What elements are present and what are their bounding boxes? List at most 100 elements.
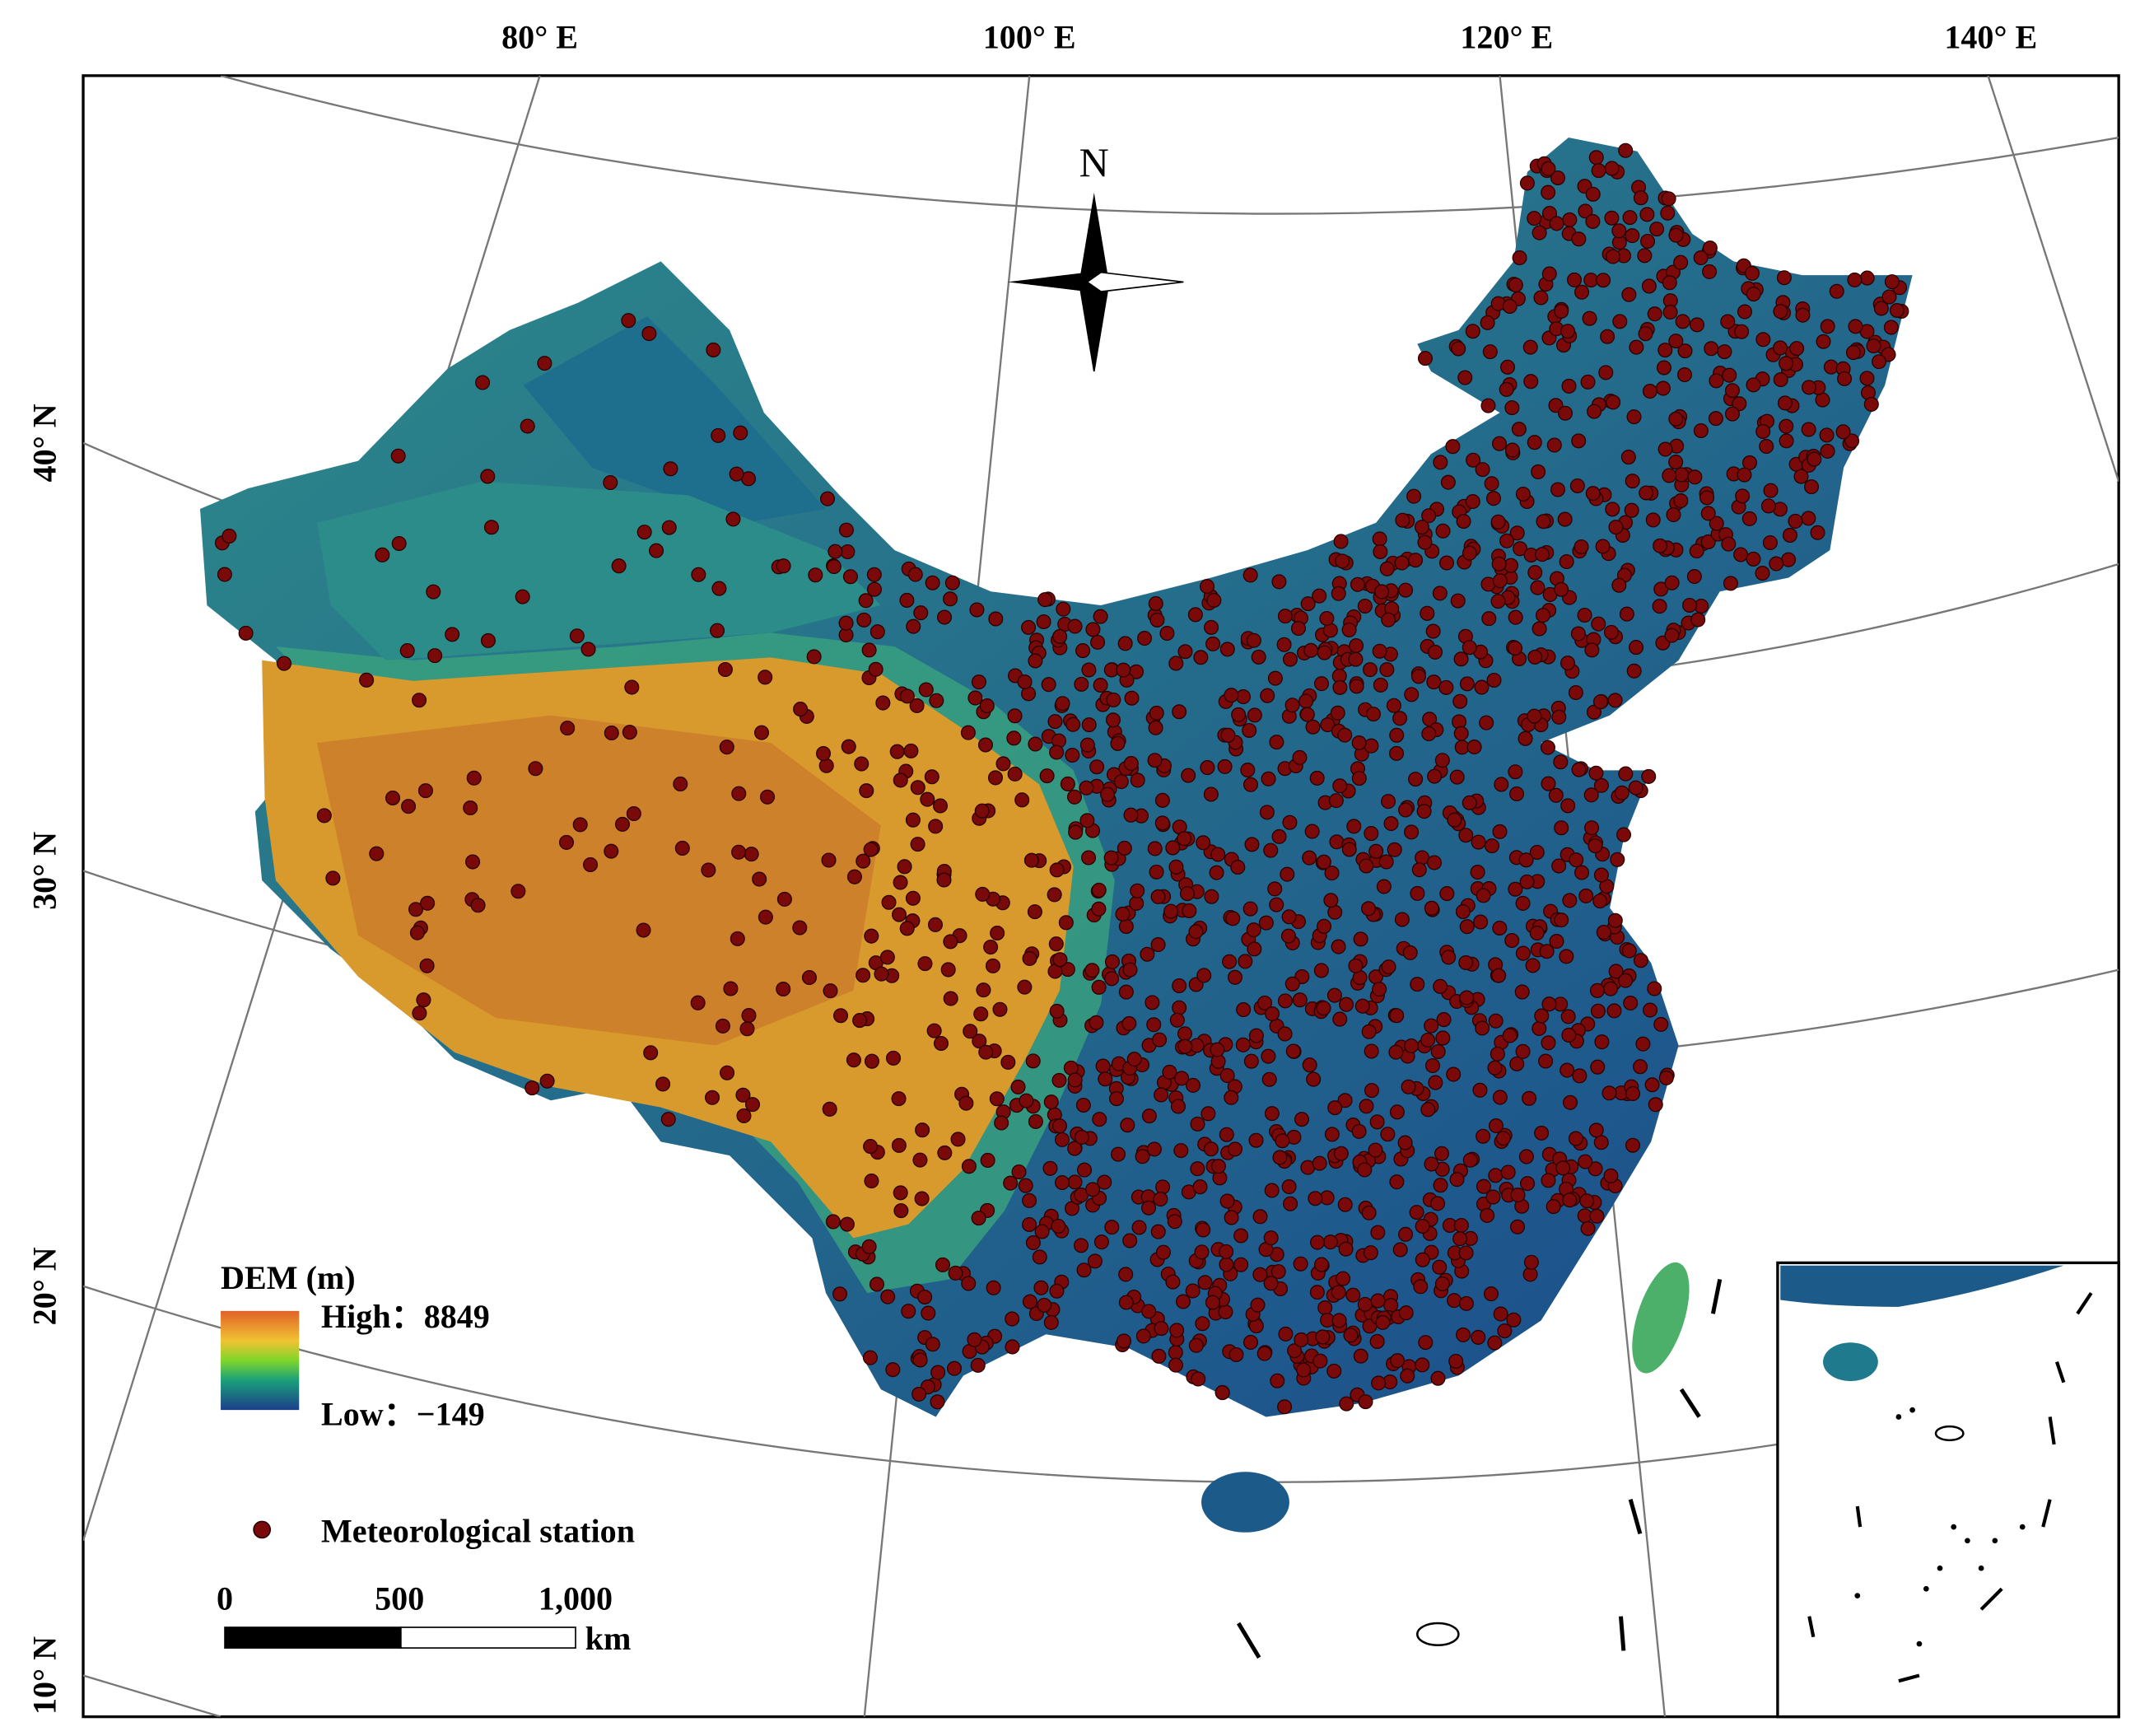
station: [1487, 1335, 1503, 1351]
station: [511, 884, 526, 899]
station: [1281, 1179, 1297, 1195]
station: [1612, 314, 1628, 329]
station: [1123, 807, 1139, 823]
station: [947, 1360, 963, 1376]
station: [1261, 771, 1276, 786]
station: [1427, 644, 1443, 660]
station: [1486, 672, 1502, 688]
station: [1349, 679, 1364, 694]
station: [819, 491, 836, 506]
station: [1196, 835, 1211, 851]
station: [1264, 1106, 1280, 1122]
station: [1578, 1154, 1593, 1169]
station: [1323, 893, 1339, 908]
station: [1380, 1127, 1396, 1142]
station: [930, 1365, 946, 1380]
station: [1515, 1043, 1531, 1059]
station: [1859, 270, 1875, 286]
station: [899, 688, 915, 704]
station: [1456, 1327, 1471, 1342]
station: [976, 982, 991, 998]
station: [1515, 895, 1531, 911]
station: [1527, 708, 1542, 724]
station: [932, 798, 949, 814]
station: [1324, 866, 1340, 881]
station: [1168, 1345, 1183, 1360]
station: [1392, 711, 1408, 726]
station: [1259, 805, 1275, 820]
station: [1141, 1304, 1157, 1319]
station: [1248, 1132, 1264, 1148]
station: [1584, 820, 1600, 836]
station: [1265, 1006, 1280, 1022]
station: [899, 921, 915, 936]
station: [1416, 804, 1432, 819]
station: [1873, 301, 1889, 316]
scale-label: 500: [375, 1580, 424, 1617]
station: [1067, 1174, 1083, 1190]
station: [1257, 995, 1273, 1010]
station: [1095, 1058, 1111, 1074]
station: [1583, 787, 1599, 803]
station: [636, 922, 651, 938]
station: [1261, 1071, 1277, 1087]
station: [1633, 190, 1648, 206]
station: [1209, 865, 1224, 880]
station: [801, 969, 817, 985]
station: [1686, 569, 1702, 585]
station: [1192, 1179, 1208, 1195]
station: [1668, 334, 1684, 349]
station: [1022, 1294, 1037, 1309]
station: [1361, 1205, 1377, 1220]
station: [906, 618, 921, 634]
station: [1093, 1234, 1109, 1250]
station: [985, 958, 1000, 973]
station: [1316, 918, 1332, 934]
station: [739, 1021, 755, 1037]
station: [520, 418, 535, 434]
station: [735, 1087, 751, 1103]
station: [948, 1265, 963, 1281]
station: [1755, 332, 1771, 348]
station: [1219, 1193, 1235, 1209]
station: [1746, 287, 1761, 302]
station: [1389, 1104, 1405, 1120]
station: [1116, 1333, 1131, 1349]
station: [1117, 636, 1133, 651]
station: [1722, 367, 1737, 383]
station: [1673, 254, 1689, 270]
station: [1638, 326, 1653, 342]
station: [1227, 969, 1243, 985]
station: [1746, 377, 1761, 393]
station: [1433, 455, 1448, 470]
station: [1371, 1375, 1387, 1391]
station: [1103, 850, 1119, 866]
station: [1108, 1091, 1124, 1107]
station: [1406, 488, 1422, 504]
station: [1816, 334, 1831, 349]
station: [1591, 163, 1606, 179]
station: [808, 567, 823, 583]
station: [1277, 993, 1293, 1009]
station: [1154, 1087, 1169, 1103]
station: [1190, 1116, 1205, 1132]
station: [856, 968, 871, 983]
station: [325, 870, 341, 886]
station: [641, 326, 657, 342]
station: [1022, 1216, 1037, 1232]
station: [1532, 621, 1547, 637]
station: [1260, 688, 1275, 703]
station: [463, 800, 478, 816]
station: [1424, 1018, 1439, 1034]
station: [1604, 210, 1620, 226]
station: [1482, 344, 1498, 360]
station: [1324, 1127, 1340, 1142]
station: [1550, 170, 1565, 185]
station: [912, 1352, 928, 1368]
station: [1523, 374, 1539, 390]
station: [1188, 1337, 1204, 1353]
station: [1449, 769, 1465, 785]
station: [1562, 893, 1578, 908]
station: [1309, 770, 1325, 786]
station: [1331, 586, 1346, 601]
